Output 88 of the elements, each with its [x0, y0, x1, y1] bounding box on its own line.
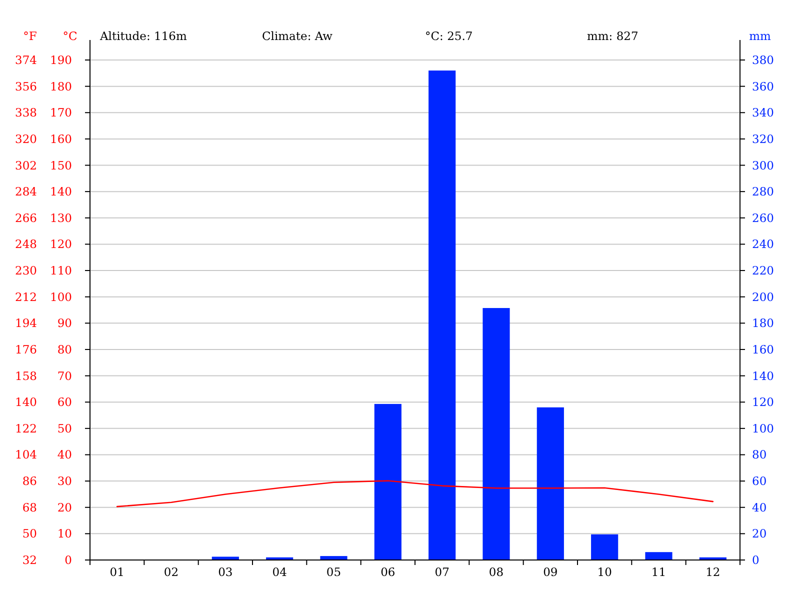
y-tick-label: 100 — [50, 290, 72, 304]
y-tick-label: 140 — [50, 184, 72, 199]
y3-tick-label: 374 — [15, 53, 37, 67]
bar — [482, 308, 510, 560]
y-tick-label: 190 — [50, 53, 72, 67]
y2-tick-label: 360 — [752, 79, 774, 94]
y2-tick-label: 60 — [752, 474, 767, 488]
y-tick-label: 170 — [50, 106, 72, 120]
text: Altitude: 116m — [99, 29, 187, 43]
y-tick-label: 130 — [50, 210, 72, 225]
y-tick-label: 10 — [57, 526, 72, 541]
text: mm: 827 — [587, 29, 638, 43]
x-tick-label: 08 — [488, 565, 504, 579]
y2-tick-label: 0 — [752, 553, 760, 567]
line-series — [116, 480, 714, 508]
y2-tick-label: 300 — [752, 158, 774, 172]
text: Climate: Aw — [262, 29, 333, 43]
y3-tick-label: 320 — [15, 132, 37, 146]
bar — [374, 404, 402, 560]
y3-tick-label: 212 — [15, 290, 37, 304]
x-tick-label: 04 — [272, 565, 287, 579]
x-tick-label: 06 — [380, 565, 396, 579]
y-tick-label: 120 — [50, 237, 72, 252]
y3-axis-title: °F — [23, 29, 37, 43]
y2-tick-label: 180 — [752, 316, 774, 330]
y2-tick-label: 160 — [752, 342, 774, 356]
y-tick-label: 50 — [57, 421, 72, 436]
y3-tick-label: 266 — [15, 210, 37, 225]
y2-axis-title: mm — [749, 29, 771, 43]
bar — [645, 552, 672, 560]
y2-tick-label: 120 — [752, 395, 774, 410]
y3-tick-label: 68 — [22, 500, 37, 514]
bar — [212, 556, 239, 560]
x-tick-label: 11 — [651, 565, 666, 579]
y3-tick-label: 32 — [22, 553, 37, 567]
bar — [428, 70, 456, 560]
y-axis-title: °C — [62, 29, 78, 43]
y-tick-label: 180 — [50, 79, 72, 94]
y3-tick-label: 284 — [15, 184, 37, 199]
y2-tick-label: 220 — [752, 264, 774, 278]
x-tick-label: 09 — [543, 565, 558, 579]
y-tick-label: 40 — [57, 448, 72, 462]
y-tick-label: 80 — [57, 342, 72, 356]
bar — [536, 407, 564, 560]
x-tick-label: 10 — [597, 565, 612, 579]
y2-tick-label: 100 — [752, 421, 774, 436]
y2-tick-label: 200 — [752, 290, 774, 304]
y2-tick-label: 40 — [752, 500, 767, 514]
x-tick-label: 01 — [110, 565, 124, 579]
y3-tick-label: 158 — [15, 368, 37, 383]
y-tick-label: 0 — [64, 553, 72, 567]
y3-tick-label: 230 — [15, 264, 37, 278]
y3-tick-label: 356 — [15, 79, 37, 94]
text: °C: 25.7 — [425, 29, 473, 43]
x-tick-label: 12 — [706, 565, 720, 579]
y3-tick-label: 104 — [15, 448, 37, 462]
y3-tick-label: 122 — [15, 421, 37, 436]
y3-tick-label: 302 — [15, 158, 37, 172]
y-tick-label: 60 — [57, 395, 72, 410]
y2-tick-label: 240 — [752, 237, 774, 252]
y-tick-label: 110 — [50, 264, 72, 278]
y3-tick-label: 86 — [22, 474, 37, 488]
y-tick-label: 90 — [57, 316, 72, 330]
y-tick-label: 70 — [57, 368, 72, 383]
y2-tick-label: 20 — [752, 526, 767, 541]
x-tick-label: 03 — [218, 565, 233, 579]
y-tick-label: 20 — [57, 500, 72, 514]
y-tick-label: 160 — [50, 132, 72, 146]
y3-tick-label: 248 — [15, 237, 37, 252]
y2-tick-label: 320 — [752, 132, 774, 146]
y2-tick-label: 380 — [752, 53, 774, 67]
y3-tick-label: 140 — [15, 395, 37, 410]
y3-tick-label: 338 — [15, 106, 37, 120]
x-tick-label: 02 — [164, 565, 179, 579]
y2-tick-label: 280 — [752, 184, 774, 199]
y2-tick-label: 260 — [752, 210, 774, 225]
y3-tick-label: 194 — [15, 316, 37, 330]
y3-tick-label: 50 — [22, 526, 37, 541]
y3-tick-label: 176 — [15, 342, 37, 356]
x-tick-label: 07 — [434, 565, 450, 579]
bar — [591, 534, 618, 560]
y-tick-label: 30 — [57, 474, 72, 488]
x-tick-label: 05 — [326, 565, 342, 579]
y2-tick-label: 140 — [752, 368, 774, 383]
y2-tick-label: 340 — [752, 106, 774, 120]
y-tick-label: 150 — [50, 158, 72, 172]
y2-tick-label: 80 — [752, 448, 767, 462]
bar — [320, 556, 348, 560]
